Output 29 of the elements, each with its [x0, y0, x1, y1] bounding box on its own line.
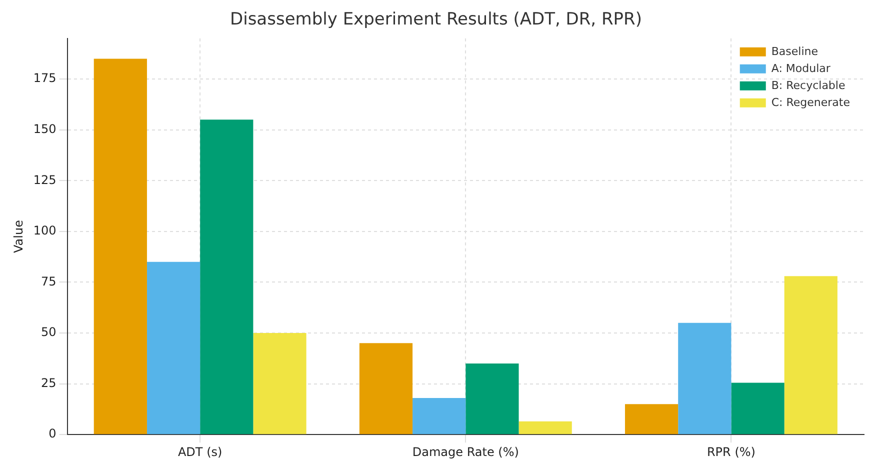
y-tick-label: 150	[33, 122, 56, 136]
y-tick-label: 0	[48, 426, 56, 441]
bar	[466, 363, 519, 434]
bar	[678, 322, 732, 434]
legend-label: C: Regenerate	[771, 96, 850, 109]
x-tick-label: RPR (%)	[706, 444, 756, 459]
y-tick-label: 175	[33, 71, 56, 86]
bar	[359, 343, 413, 434]
y-tick-label: 25	[41, 376, 56, 390]
bar	[518, 421, 572, 434]
y-tick-label: 100	[33, 224, 56, 238]
legend-label: Baseline	[771, 44, 818, 58]
bar	[784, 276, 838, 434]
bar	[94, 58, 147, 434]
x-tick-label: ADT (s)	[178, 444, 222, 459]
y-axis-title: Value	[11, 220, 26, 253]
y-tick-label: 125	[33, 172, 56, 187]
bar	[731, 382, 784, 434]
legend-label: B: Recyclable	[771, 78, 846, 92]
bar	[253, 333, 306, 434]
y-tick-label: 75	[41, 274, 56, 288]
legend-label: A: Modular	[771, 62, 831, 75]
bar	[412, 398, 466, 434]
bar	[200, 120, 254, 434]
y-tick-label: 50	[41, 325, 56, 340]
chart-title: Disassembly Experiment Results (ADT, DR, RPR)	[230, 10, 642, 30]
x-tick-label: Damage Rate (%)	[412, 444, 519, 459]
bar	[146, 262, 200, 434]
bar	[624, 404, 678, 434]
